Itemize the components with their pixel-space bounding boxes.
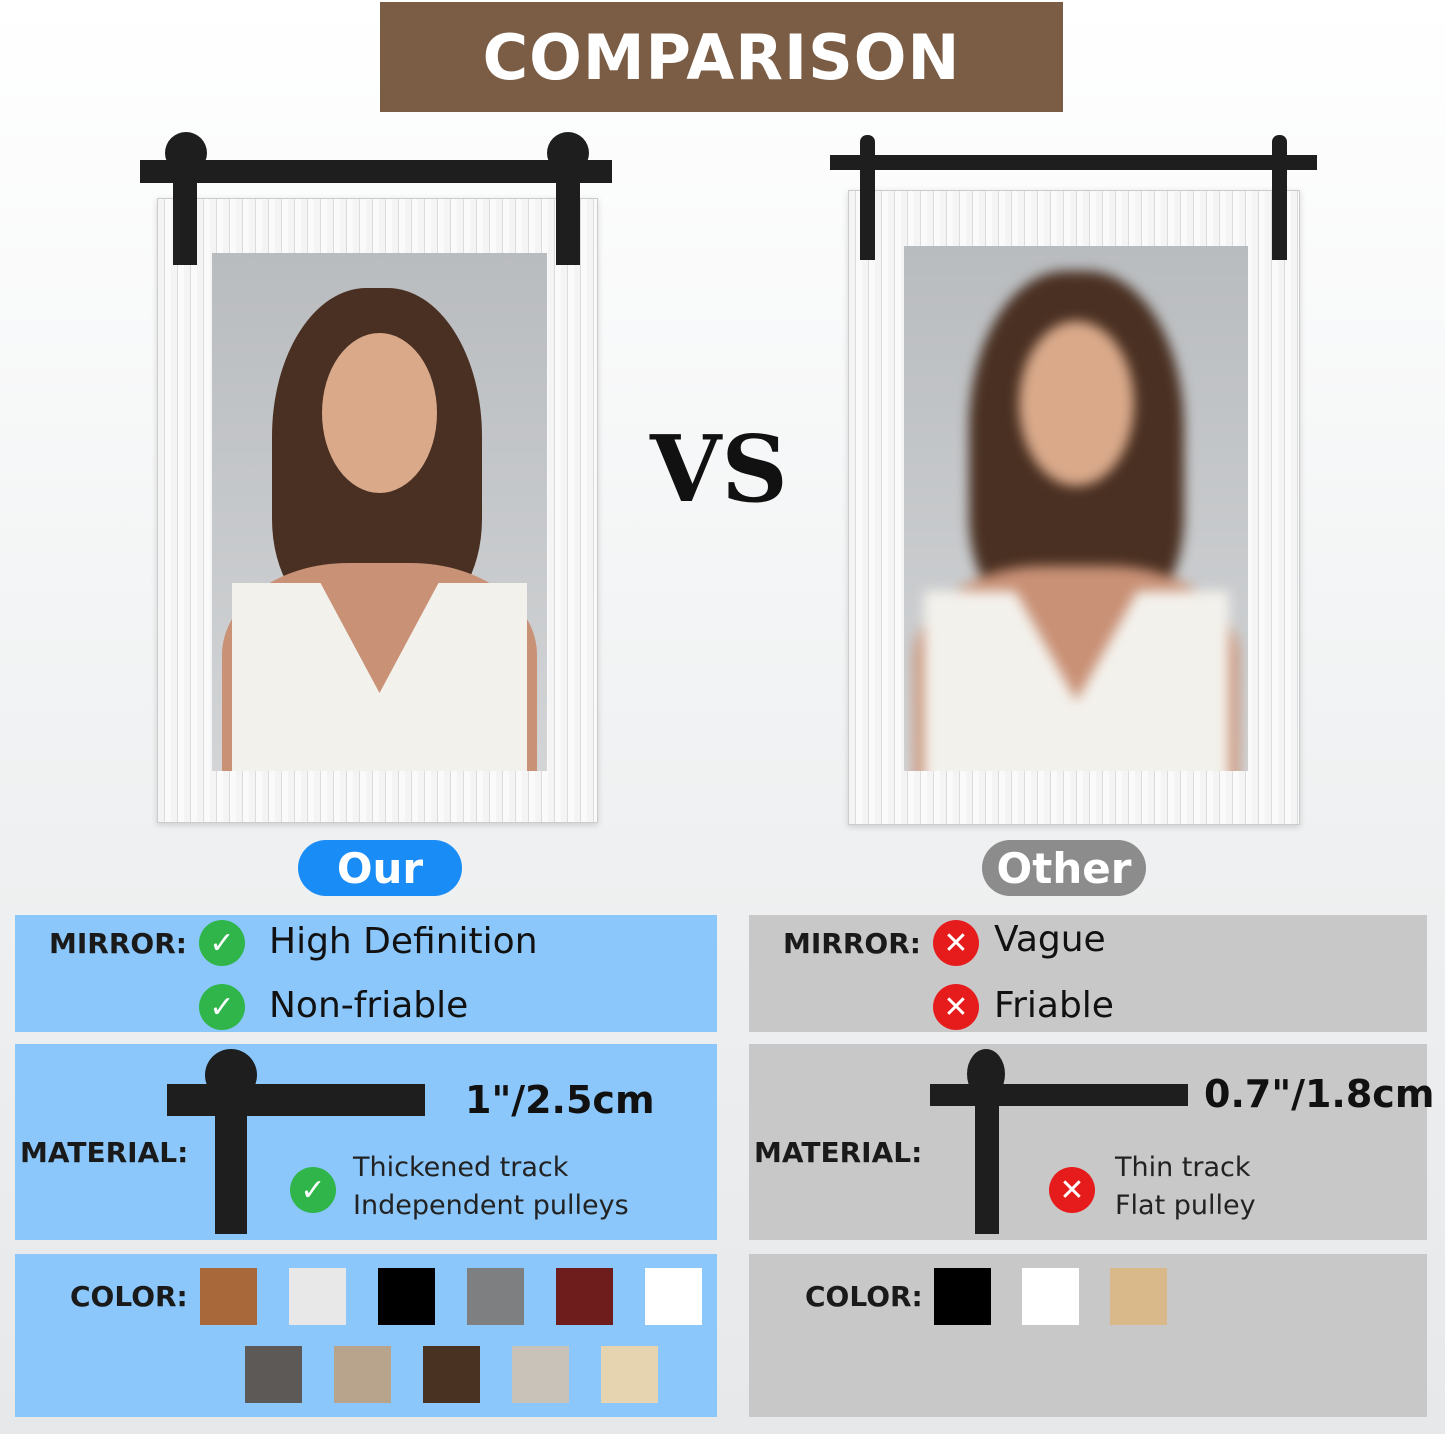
barn-track-ours bbox=[140, 160, 612, 183]
color-swatch[interactable] bbox=[200, 1268, 257, 1325]
color-swatch[interactable] bbox=[645, 1268, 702, 1325]
ours-color-panel: COLOR: bbox=[15, 1254, 717, 1417]
color-swatch[interactable] bbox=[512, 1346, 569, 1403]
other-mirror-panel: MIRROR: ✕ Vague ✕ Friable bbox=[749, 915, 1427, 1032]
feature-text: Thin track bbox=[1115, 1152, 1251, 1183]
track-sample-icon bbox=[167, 1084, 425, 1116]
color-label: COLOR: bbox=[805, 1280, 923, 1313]
hanger-strap bbox=[860, 135, 875, 260]
feature-text: Thickened track bbox=[353, 1152, 569, 1183]
color-swatch[interactable] bbox=[556, 1268, 613, 1325]
color-swatch[interactable] bbox=[1022, 1268, 1079, 1325]
hanger-strap bbox=[1272, 135, 1287, 260]
feature-text: Flat pulley bbox=[1115, 1190, 1256, 1221]
color-swatch[interactable] bbox=[1110, 1268, 1167, 1325]
our-badge: Our bbox=[298, 840, 462, 896]
feature-text: Friable bbox=[994, 985, 1114, 1026]
mirror-label: MIRROR: bbox=[783, 927, 921, 960]
hanger-strap bbox=[173, 165, 197, 265]
color-label: COLOR: bbox=[70, 1280, 188, 1313]
color-swatch[interactable] bbox=[423, 1346, 480, 1403]
hanger-strap bbox=[556, 165, 580, 265]
track-thickness: 1"/2.5cm bbox=[465, 1078, 655, 1122]
mirror-frame-ours bbox=[157, 198, 598, 823]
ours-mirror-panel: MIRROR: ✓ High Definition ✓ Non-friable bbox=[15, 915, 717, 1032]
pulley-wheel bbox=[967, 1049, 1005, 1099]
feature-text: Vague bbox=[994, 919, 1106, 960]
track-thickness: 0.7"/1.8cm bbox=[1204, 1072, 1435, 1116]
mirror-reflection-ours bbox=[212, 253, 547, 771]
other-color-panel: COLOR: bbox=[749, 1254, 1427, 1417]
x-icon: ✕ bbox=[1049, 1167, 1095, 1213]
mirror-frame-other bbox=[848, 190, 1300, 825]
vs-label: VS bbox=[650, 415, 788, 523]
mirror-label: MIRROR: bbox=[49, 927, 187, 960]
barn-track-other bbox=[830, 155, 1317, 170]
color-swatch[interactable] bbox=[934, 1268, 991, 1325]
material-features: Thickened track Independent pulleys bbox=[353, 1149, 629, 1225]
feature-text: Independent pulleys bbox=[353, 1190, 629, 1221]
x-icon: ✕ bbox=[933, 920, 979, 966]
color-swatch[interactable] bbox=[467, 1268, 524, 1325]
color-swatch[interactable] bbox=[245, 1346, 302, 1403]
comparison-header: COMPARISON bbox=[380, 2, 1063, 112]
other-material-panel: MATERIAL: 0.7"/1.8cm ✕ Thin track Flat pu… bbox=[749, 1044, 1434, 1240]
color-swatch[interactable] bbox=[334, 1346, 391, 1403]
header-title: COMPARISON bbox=[482, 20, 961, 94]
color-swatch[interactable] bbox=[378, 1268, 435, 1325]
x-icon: ✕ bbox=[933, 984, 979, 1030]
color-swatch[interactable] bbox=[601, 1346, 658, 1403]
color-swatch[interactable] bbox=[289, 1268, 346, 1325]
feature-text: Non-friable bbox=[269, 985, 469, 1026]
mirror-reflection-other bbox=[904, 246, 1248, 771]
check-icon: ✓ bbox=[199, 920, 245, 966]
ours-material-panel: MATERIAL: 1"/2.5cm ✓ Thickened track Inde… bbox=[15, 1044, 717, 1240]
other-badge: Other bbox=[982, 840, 1146, 896]
pulley-wheel bbox=[205, 1049, 257, 1101]
material-label: MATERIAL: bbox=[754, 1136, 923, 1169]
check-icon: ✓ bbox=[290, 1167, 336, 1213]
feature-text: High Definition bbox=[269, 921, 538, 962]
check-icon: ✓ bbox=[199, 984, 245, 1030]
material-features: Thin track Flat pulley bbox=[1115, 1149, 1256, 1225]
track-sample-icon bbox=[930, 1084, 1188, 1106]
material-label: MATERIAL: bbox=[20, 1136, 189, 1169]
